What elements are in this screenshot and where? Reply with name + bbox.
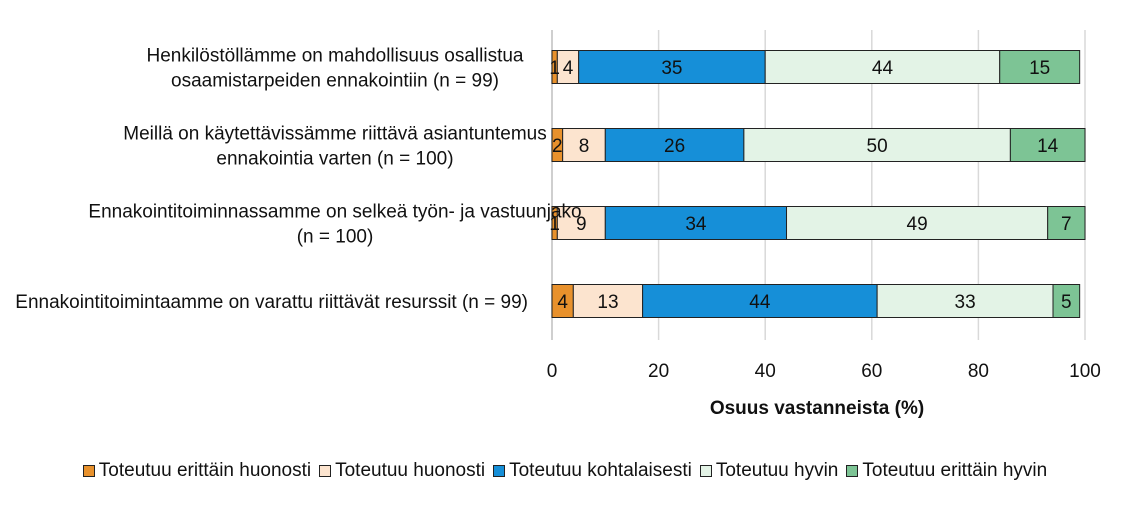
legend-item: Toteutuu erittäin hyvin: [846, 460, 1047, 482]
bar-segment: [604, 128, 745, 162]
data-label: 26: [664, 136, 685, 157]
x-tick-label: 80: [968, 361, 989, 382]
category-labels: Henkilöstöllämme on mahdollisuus osallis…: [15, 46, 581, 314]
bar-segment: [556, 206, 606, 240]
bar-segment: [743, 128, 1011, 162]
bars: [551, 50, 1086, 318]
legend-swatch: [846, 465, 859, 477]
bar-segment: [764, 50, 1001, 84]
category-label: osaamistarpeiden ennakointiin (n = 99): [171, 71, 499, 92]
x-tick-label: 100: [1069, 361, 1101, 382]
bar-segment: [1009, 128, 1086, 162]
legend-item: Toteutuu kohtalaisesti: [493, 460, 692, 482]
x-tick-labels: 0 20 40 60 80 100: [547, 361, 1101, 382]
legend-item: Toteutuu hyvin: [699, 460, 839, 482]
data-label: 1: [549, 58, 560, 79]
data-labels: 1 4 35 44 152 8 26 50 141 9 34 49 74 13 44 33 5: [549, 58, 1071, 313]
data-label: 15: [1029, 58, 1050, 79]
bar-segment: [578, 50, 766, 84]
x-tick-label: 0: [547, 361, 558, 382]
category-label: Ennakointitoimintaamme on varattu riittä…: [15, 292, 528, 313]
data-label: 13: [597, 292, 618, 313]
data-label: 4: [557, 292, 568, 313]
legend-item: Toteutuu huonosti: [319, 460, 485, 482]
data-label: 50: [867, 136, 888, 157]
data-label: 14: [1037, 136, 1059, 157]
legend-label: Toteutuu hyvin: [715, 460, 839, 481]
bar-segment: [1047, 206, 1086, 240]
legend-label: Toteutuu erittäin hyvin: [862, 460, 1048, 481]
category-label: ennakointia varten (n = 100): [216, 149, 453, 170]
legend-swatch: [319, 465, 332, 477]
bar-segment: [999, 50, 1081, 84]
data-label: 7: [1061, 214, 1072, 235]
category-label: Ennakointitoiminnassamme on selkeä työn-…: [88, 202, 581, 223]
bar-segment: [786, 206, 1049, 240]
stacked-bar-chart: 1 4 35 44 152 8 26 50 141 9 34 49 74 13 44 33 5 Henkilös…: [15, 30, 1101, 419]
data-label: 34: [685, 214, 707, 235]
data-label: 33: [955, 292, 976, 313]
data-label: 44: [749, 292, 771, 313]
x-tick-label: 40: [755, 361, 776, 382]
data-label: 2: [552, 136, 563, 157]
category-label: (n = 100): [297, 227, 374, 248]
legend: Toteutuu erittäin huonosti Toteutuu huono…: [0, 460, 1130, 482]
x-tick-label: 60: [861, 361, 882, 382]
data-label: 44: [872, 58, 894, 79]
data-label: 5: [1061, 292, 1072, 313]
legend-swatch: [699, 465, 712, 477]
data-label: 4: [563, 58, 574, 79]
legend-label: Toteutuu huonosti: [335, 460, 486, 481]
x-axis-label: Osuus vastanneista (%): [710, 398, 924, 419]
legend-item: Toteutuu erittäin huonosti: [82, 460, 312, 482]
legend-label: Toteutuu erittäin huonosti: [98, 460, 312, 481]
data-label: 9: [576, 214, 587, 235]
data-label: 49: [907, 214, 928, 235]
legend-label: Toteutuu kohtalaisesti: [509, 460, 692, 481]
category-label: Meillä on käytettävissämme riittävä asia…: [123, 124, 546, 145]
data-label: 35: [661, 58, 682, 79]
data-label: 1: [549, 214, 560, 235]
legend-swatch: [82, 465, 95, 477]
legend-swatch: [493, 465, 506, 477]
data-label: 8: [579, 136, 590, 157]
category-label: Henkilöstöllämme on mahdollisuus osallis…: [146, 46, 523, 67]
bar-segment: [1052, 284, 1081, 318]
x-tick-label: 20: [648, 361, 669, 382]
